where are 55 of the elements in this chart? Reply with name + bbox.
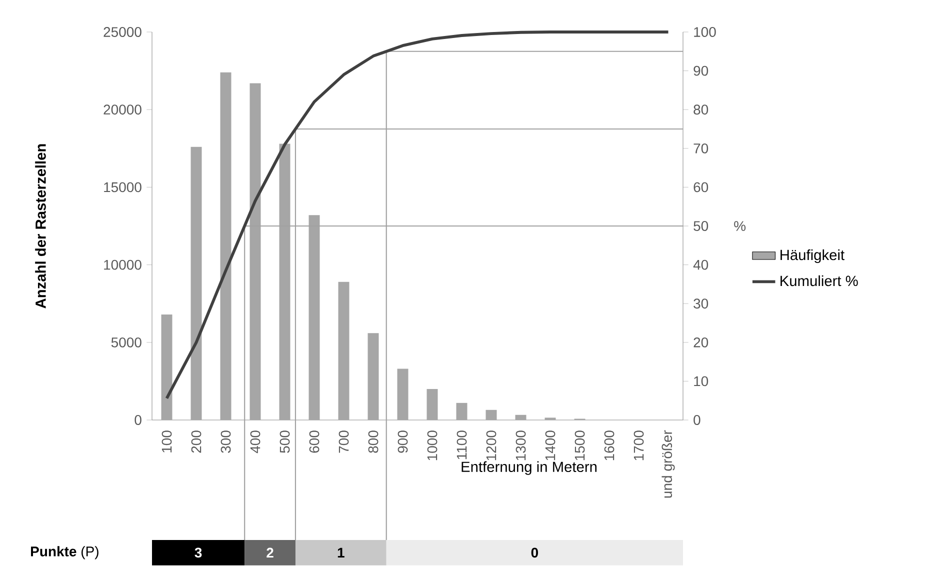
bar: [338, 282, 350, 420]
bar: [161, 314, 172, 420]
y-tick-label: 25000: [104, 27, 142, 37]
x-tick-label: 1600: [604, 430, 614, 460]
bar: [220, 72, 232, 420]
text: 0: [531, 548, 538, 558]
x-tick-label: 1100: [456, 430, 467, 460]
legend-label: Häufigkeit: [780, 249, 844, 264]
bar: [426, 388, 438, 420]
text: 3: [194, 548, 202, 558]
bar: [368, 333, 379, 420]
x-tick-label: 500: [280, 430, 290, 453]
bar: [456, 402, 468, 420]
bar: [515, 414, 526, 420]
x-tick-label: 1500: [574, 430, 585, 460]
y-tick-label: 15000: [104, 182, 142, 192]
y2-tick-label: 20: [694, 337, 708, 348]
y2-tick-label: 60: [694, 182, 708, 192]
x-tick-label: 100: [162, 430, 172, 452]
text: Punkte (P): [31, 546, 98, 560]
bar: [486, 410, 497, 420]
bar: [190, 146, 202, 420]
y-tick-label: 0: [134, 415, 142, 425]
text: 2: [266, 548, 274, 558]
x-tick-label: 800: [368, 430, 378, 453]
text: 1: [338, 548, 344, 558]
y-tick-label: 10000: [104, 260, 142, 270]
x-axis-title: Entfernung in Metern: [462, 461, 597, 475]
x-tick-label: 400: [250, 430, 260, 454]
x-tick-label: 200: [191, 430, 202, 453]
bar: [397, 368, 408, 420]
x-tick-label: 1000: [427, 430, 438, 460]
x-tick-label: 700: [338, 430, 349, 453]
y2-tick-label: 10: [694, 376, 708, 386]
x-tick-label: 1700: [634, 430, 644, 460]
y-tick-label: 5000: [111, 337, 142, 348]
x-tick-label: 900: [398, 430, 408, 453]
y-axis-title: Anzahl der Rasterzellen: [35, 144, 46, 308]
y2-tick-label: 90: [694, 66, 708, 76]
x-tick-label: 1300: [516, 430, 526, 460]
y2-tick-label: 100: [694, 27, 716, 37]
x-tick-label: 1200: [486, 430, 496, 460]
y2-tick-label: 0: [694, 415, 700, 425]
x-tick-label: 600: [309, 430, 320, 453]
x-tick-label: 1400: [545, 430, 556, 460]
y2-tick-label: 80: [694, 104, 708, 115]
y2-tick-label: 50: [694, 221, 708, 231]
y-tick-label: 20000: [104, 104, 142, 115]
legend-label: Kumuliert %: [780, 275, 858, 286]
x-tick-label: und größer: [662, 430, 675, 498]
y2-tick-label: 40: [693, 260, 708, 270]
y2-axis-title: %: [734, 221, 746, 231]
x-tick-label: 300: [220, 430, 231, 453]
y2-tick-label: 30: [694, 298, 708, 309]
y2-tick-label: 70: [694, 143, 708, 154]
